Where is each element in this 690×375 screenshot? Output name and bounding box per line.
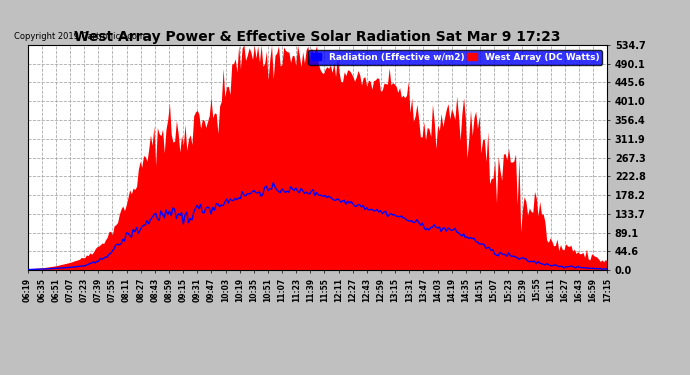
Title: West Array Power & Effective Solar Radiation Sat Mar 9 17:23: West Array Power & Effective Solar Radia… (74, 30, 561, 44)
Legend: Radiation (Effective w/m2), West Array (DC Watts): Radiation (Effective w/m2), West Array (… (308, 50, 602, 65)
Text: Copyright 2019 Cartronics.com: Copyright 2019 Cartronics.com (14, 32, 145, 41)
